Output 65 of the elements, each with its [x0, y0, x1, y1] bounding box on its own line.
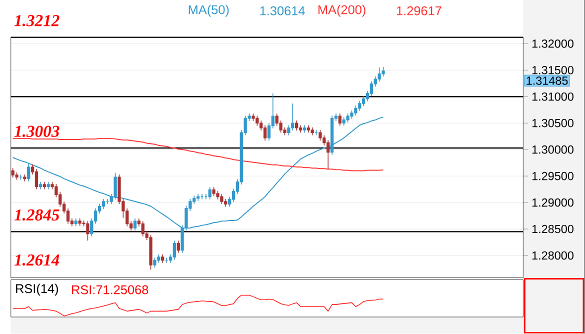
candlestick	[196, 194, 200, 202]
y-tick-label: 1.32000	[532, 40, 574, 48]
chart-title: RSI(14)	[16, 284, 58, 296]
y-tick-label: 1.30500	[532, 119, 574, 128]
candlestick	[342, 117, 346, 126]
candlestick	[46, 182, 50, 190]
candlestick	[78, 218, 82, 226]
candlestick	[27, 163, 30, 182]
candlestick	[153, 257, 156, 268]
annotation: 1.2614	[14, 254, 60, 266]
ref-line-label: 1.3212	[14, 15, 60, 26]
candlestick	[149, 234, 152, 270]
y-tick-label: 1.31500	[532, 66, 574, 74]
candlestick	[15, 172, 18, 180]
ref-line-label: 1.3003	[14, 126, 60, 138]
candlestick	[11, 168, 14, 178]
ref-line-label: 1.2845	[14, 210, 60, 221]
y-tick-label: 1.29500	[532, 172, 574, 180]
candlestick	[291, 103, 294, 132]
candlestick	[157, 254, 160, 264]
candlestick	[161, 254, 164, 264]
candlestick	[42, 182, 46, 190]
candlestick	[114, 172, 117, 200]
text: MA(50)	[188, 5, 229, 17]
candlestick	[378, 67, 381, 82]
candlestick	[212, 186, 216, 197]
candlestick	[354, 105, 358, 116]
text: RSI:71.25068	[72, 285, 148, 294]
y-tick-label: 1.28000	[532, 251, 574, 260]
candlestick	[314, 130, 318, 136]
candlestick	[216, 190, 220, 200]
text: 1.30614	[260, 6, 305, 16]
candlestick	[86, 220, 90, 242]
text: MA(200)	[318, 5, 366, 17]
candlestick	[38, 182, 42, 190]
candlestick	[208, 186, 212, 200]
candlestick	[252, 113, 255, 122]
candlestick	[326, 140, 330, 170]
candlestick	[23, 174, 26, 182]
text: 1.29617	[396, 6, 442, 16]
candlestick	[102, 198, 106, 210]
candlestick	[318, 130, 322, 142]
candlestick	[256, 115, 259, 126]
candlestick	[338, 113, 342, 126]
candlestick	[164, 257, 168, 264]
candlestick	[302, 124, 306, 134]
y-tick-label: 1.28500	[532, 225, 574, 234]
candlestick	[295, 120, 298, 132]
y-tick-label: 1.31000	[532, 92, 574, 101]
y-tick-label: 1.30000	[532, 146, 574, 154]
candlestick	[141, 220, 144, 237]
candlestick	[172, 240, 176, 260]
candlestick	[133, 218, 137, 232]
candlestick	[346, 113, 350, 124]
candlestick	[298, 124, 302, 134]
candlestick	[19, 174, 22, 180]
candlestick	[263, 124, 267, 142]
candlestick	[34, 168, 38, 190]
candlestick	[200, 194, 204, 200]
candlestick	[306, 124, 310, 134]
candlestick	[74, 218, 78, 227]
y-tick-label: 1.29000	[532, 198, 574, 207]
candlestick	[220, 194, 224, 205]
candlestick	[310, 127, 314, 136]
text: 1.31485	[526, 76, 568, 85]
